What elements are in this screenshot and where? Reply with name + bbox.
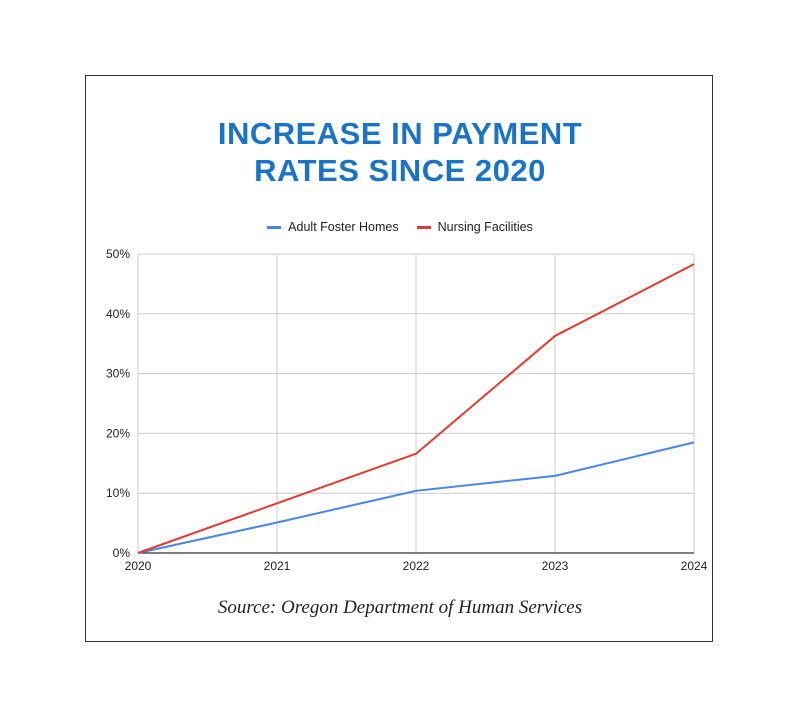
y-tick-label: 40%	[106, 307, 130, 321]
legend-label-adult-foster: Adult Foster Homes	[288, 220, 399, 234]
x-tick-label: 2023	[542, 559, 569, 573]
legend: Adult Foster Homes Nursing Facilities	[0, 220, 800, 234]
x-tick-label: 2024	[681, 559, 708, 573]
x-tick-label: 2021	[264, 559, 291, 573]
y-tick-label: 0%	[113, 546, 131, 560]
y-tick-label: 50%	[106, 247, 130, 261]
x-tick-label: 2022	[403, 559, 430, 573]
y-tick-label: 10%	[106, 486, 130, 500]
chart-title: INCREASE IN PAYMENT RATES SINCE 2020	[0, 115, 800, 189]
title-line-1: INCREASE IN PAYMENT	[217, 116, 583, 151]
legend-swatch-nursing	[416, 225, 431, 229]
y-tick-label: 30%	[106, 367, 130, 381]
source-note: Source: Oregon Department of Human Servi…	[217, 597, 583, 618]
legend-item-adult-foster: Adult Foster Homes	[267, 220, 399, 234]
title-line-2: RATES SINCE 2020	[254, 153, 546, 188]
chart-frame	[85, 75, 713, 642]
y-tick-label: 20%	[106, 426, 130, 440]
legend-swatch-adult-foster	[267, 225, 282, 229]
x-tick-label: 2020	[125, 559, 152, 573]
legend-item-nursing: Nursing Facilities	[416, 220, 533, 234]
legend-label-nursing: Nursing Facilities	[437, 220, 533, 234]
